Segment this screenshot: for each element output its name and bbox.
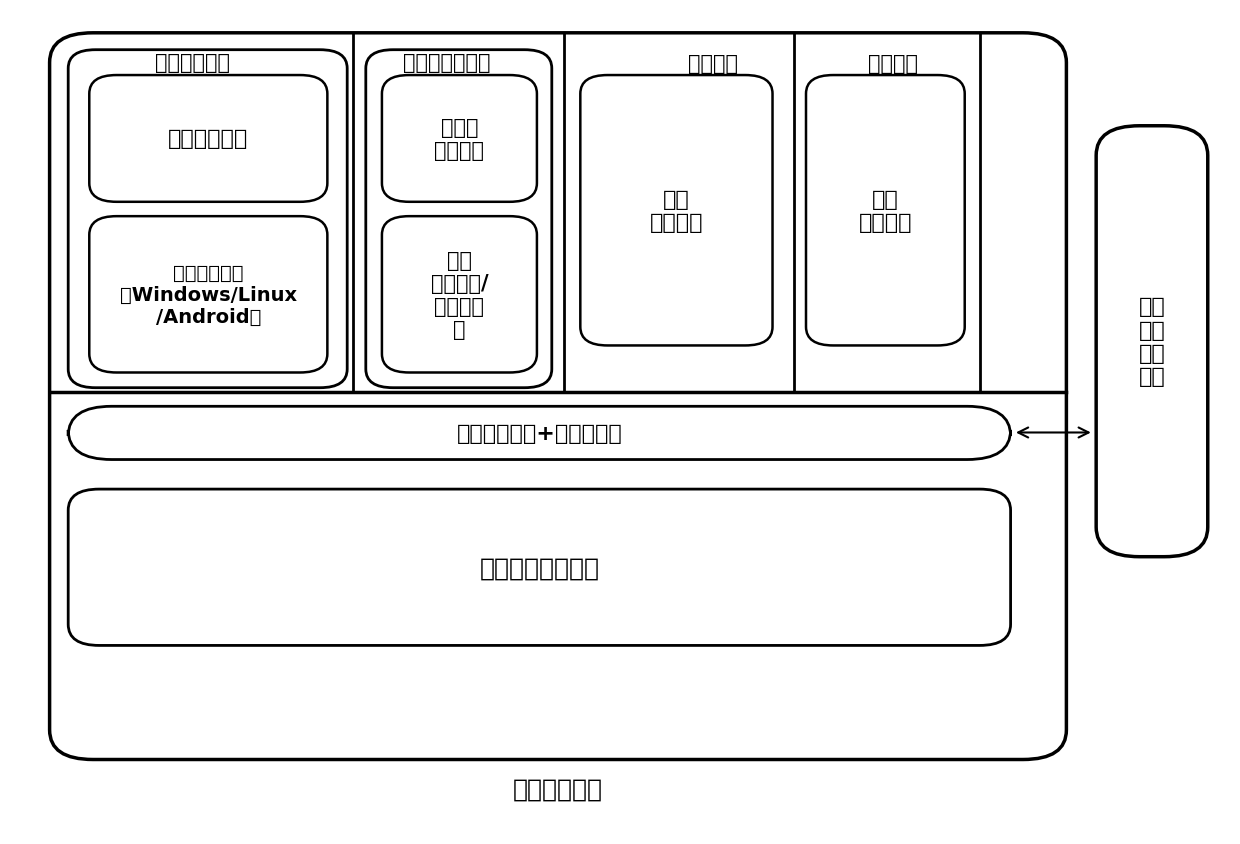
FancyBboxPatch shape <box>89 76 327 203</box>
Text: 计算系统架构: 计算系统架构 <box>513 777 603 801</box>
FancyBboxPatch shape <box>68 490 1011 646</box>
FancyBboxPatch shape <box>50 34 1066 760</box>
FancyBboxPatch shape <box>366 51 552 388</box>
FancyBboxPatch shape <box>806 76 965 346</box>
Text: 硬件
安全
监控
系统: 硬件 安全 监控 系统 <box>1138 297 1166 387</box>
Text: 计算系统硬件部分: 计算系统硬件部分 <box>480 555 599 580</box>
FancyBboxPatch shape <box>382 217 537 373</box>
FancyBboxPatch shape <box>382 76 537 203</box>
Text: 精简
操作系统/
实时运行
库: 精简 操作系统/ 实时运行 库 <box>430 250 489 340</box>
Text: 高安全
应用软件: 高安全 应用软件 <box>434 117 485 161</box>
Text: 高安全应用分区: 高安全应用分区 <box>403 53 490 73</box>
Text: 应用系统分区: 应用系统分区 <box>155 53 229 73</box>
FancyBboxPatch shape <box>68 51 347 388</box>
Text: 公用
服务程序: 公用 服务程序 <box>650 189 703 233</box>
FancyBboxPatch shape <box>1096 127 1208 557</box>
Text: 应用操作系统
（Windows/Linux
/Android）: 应用操作系统 （Windows/Linux /Android） <box>120 263 296 327</box>
Text: 公用
驱动程序: 公用 驱动程序 <box>858 189 913 233</box>
FancyBboxPatch shape <box>580 76 773 346</box>
Text: 系统应用软件: 系统应用软件 <box>169 129 248 149</box>
Text: 共享资源
分区: 共享资源 分区 <box>868 54 918 98</box>
FancyBboxPatch shape <box>89 217 327 373</box>
FancyBboxPatch shape <box>68 407 1011 460</box>
Text: 虚拟机监控器+安全监控器: 虚拟机监控器+安全监控器 <box>456 424 622 443</box>
Text: 共享资源
分区: 共享资源 分区 <box>688 54 738 98</box>
